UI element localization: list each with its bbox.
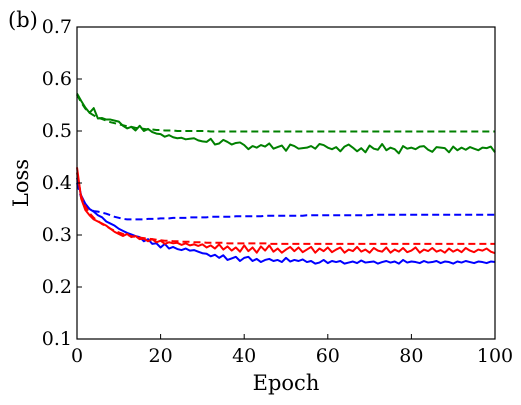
y-axis-label: Loss: [9, 159, 33, 207]
y-tick-label: 0.4: [42, 172, 72, 194]
y-tick-label: 0.3: [42, 224, 72, 246]
x-tick-label: 60: [316, 345, 340, 367]
y-tick-label: 0.1: [42, 328, 72, 350]
x-tick-label: 40: [232, 345, 256, 367]
y-tick-label: 0.5: [42, 120, 72, 142]
plot-frame: [76, 26, 496, 340]
panel-label: (b): [8, 8, 38, 32]
series-line-2: [76, 182, 495, 221]
series-layer: [76, 93, 496, 265]
y-tick-label: 0.7: [42, 16, 72, 38]
x-tick-label: 0: [71, 345, 83, 367]
y-tick-label: 0.2: [42, 276, 72, 298]
ticks-layer: 0 20 40 60 80 100 0.1 0.2 0.3 0.4 0.5 0.6 0.7: [42, 16, 513, 367]
x-tick-label: 100: [477, 345, 513, 367]
series-line-1: [76, 93, 496, 155]
x-tick-label: 20: [149, 345, 173, 367]
series-line-4: [76, 172, 495, 245]
x-tick-label: 80: [399, 345, 423, 367]
series-line-5: [76, 167, 496, 255]
y-tick-label: 0.6: [42, 68, 72, 90]
x-axis-label: Epoch: [253, 371, 320, 395]
